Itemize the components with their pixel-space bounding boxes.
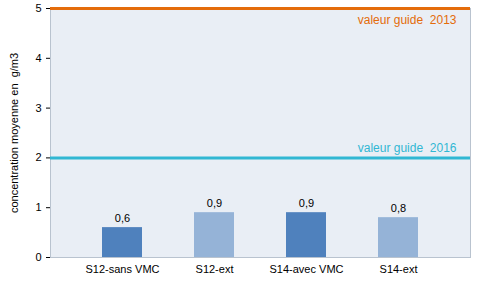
svg-text:3: 3 xyxy=(35,102,41,114)
svg-text:2: 2 xyxy=(35,151,41,163)
svg-text:valeur guide 2013: valeur guide 2013 xyxy=(358,13,457,27)
svg-text:0: 0 xyxy=(35,251,41,263)
svg-text:S14-avec VMC: S14-avec VMC xyxy=(270,263,344,275)
svg-text:S12-sans VMC: S12-sans VMC xyxy=(86,263,160,275)
svg-text:S14-ext: S14-ext xyxy=(380,263,418,275)
svg-text:4: 4 xyxy=(35,52,41,64)
svg-text:1: 1 xyxy=(35,201,41,213)
svg-text:0,8: 0,8 xyxy=(391,202,406,214)
svg-text:0,9: 0,9 xyxy=(207,197,222,209)
svg-text:0,6: 0,6 xyxy=(115,212,130,224)
svg-text:5: 5 xyxy=(35,2,41,14)
svg-text:valeur guide 2016: valeur guide 2016 xyxy=(358,141,457,155)
svg-text:concentration moyenne en g/m3: concentration moyenne en g/m3 xyxy=(8,53,20,213)
svg-text:S12-ext: S12-ext xyxy=(196,263,234,275)
svg-text:0,9: 0,9 xyxy=(299,197,314,209)
